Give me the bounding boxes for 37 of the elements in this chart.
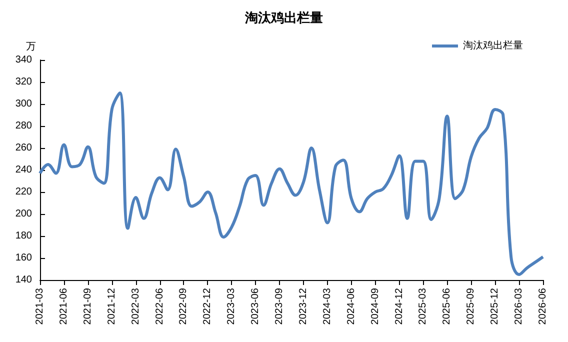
x-tick-label: 2026-06 bbox=[538, 288, 548, 325]
x-tick-label: 2021-12 bbox=[106, 288, 118, 325]
x-tick-label: 2023-12 bbox=[298, 288, 309, 325]
x-tick-label: 2023-09 bbox=[274, 288, 286, 325]
x-tick-label: 2023-03 bbox=[226, 288, 238, 325]
x-tick-label: 2024-09 bbox=[370, 288, 381, 325]
y-tick-label: 260 bbox=[15, 142, 32, 154]
y-axis-title: 万 bbox=[26, 42, 36, 52]
y-tick-label: 180 bbox=[15, 230, 32, 242]
x-tick-label: 2022-06 bbox=[154, 288, 166, 325]
y-tick-label: 220 bbox=[15, 186, 32, 198]
chart-title: 淘汰鸡出栏量 bbox=[244, 10, 323, 25]
x-tick-label: 2022-12 bbox=[202, 288, 214, 325]
x-tick-label: 2024-06 bbox=[346, 288, 357, 325]
x-tick-label: 2025-09 bbox=[466, 288, 477, 325]
x-tick-label: 2024-03 bbox=[322, 288, 333, 325]
y-tick-label: 200 bbox=[15, 208, 32, 220]
y-tick-label: 280 bbox=[15, 120, 32, 132]
x-tick-label: 2022-03 bbox=[130, 288, 142, 325]
x-tick-label: 2026-03 bbox=[514, 288, 525, 325]
x-tick-label: 2021-06 bbox=[58, 288, 70, 325]
y-tick-label: 140 bbox=[15, 274, 32, 286]
x-tick-label: 2025-12 bbox=[490, 288, 501, 325]
y-tick-label: 340 bbox=[15, 54, 32, 66]
x-tick-label: 2021-09 bbox=[82, 288, 94, 325]
x-tick-label: 2025-06 bbox=[442, 288, 453, 325]
x-tick-label: 2024-12 bbox=[394, 288, 405, 325]
legend-label: 淘汰鸡出栏量 bbox=[463, 40, 523, 52]
x-tick-label: 2025-03 bbox=[418, 288, 429, 325]
y-tick-label: 300 bbox=[15, 98, 32, 110]
x-tick-label: 2021-03 bbox=[34, 288, 46, 325]
x-tick-label: 2023-06 bbox=[250, 288, 262, 325]
y-tick-label: 320 bbox=[15, 76, 32, 88]
x-tick-label: 2022-09 bbox=[178, 288, 190, 325]
line-series bbox=[38, 92, 544, 276]
y-tick-label: 160 bbox=[15, 252, 32, 264]
y-tick-label: 240 bbox=[15, 164, 32, 176]
